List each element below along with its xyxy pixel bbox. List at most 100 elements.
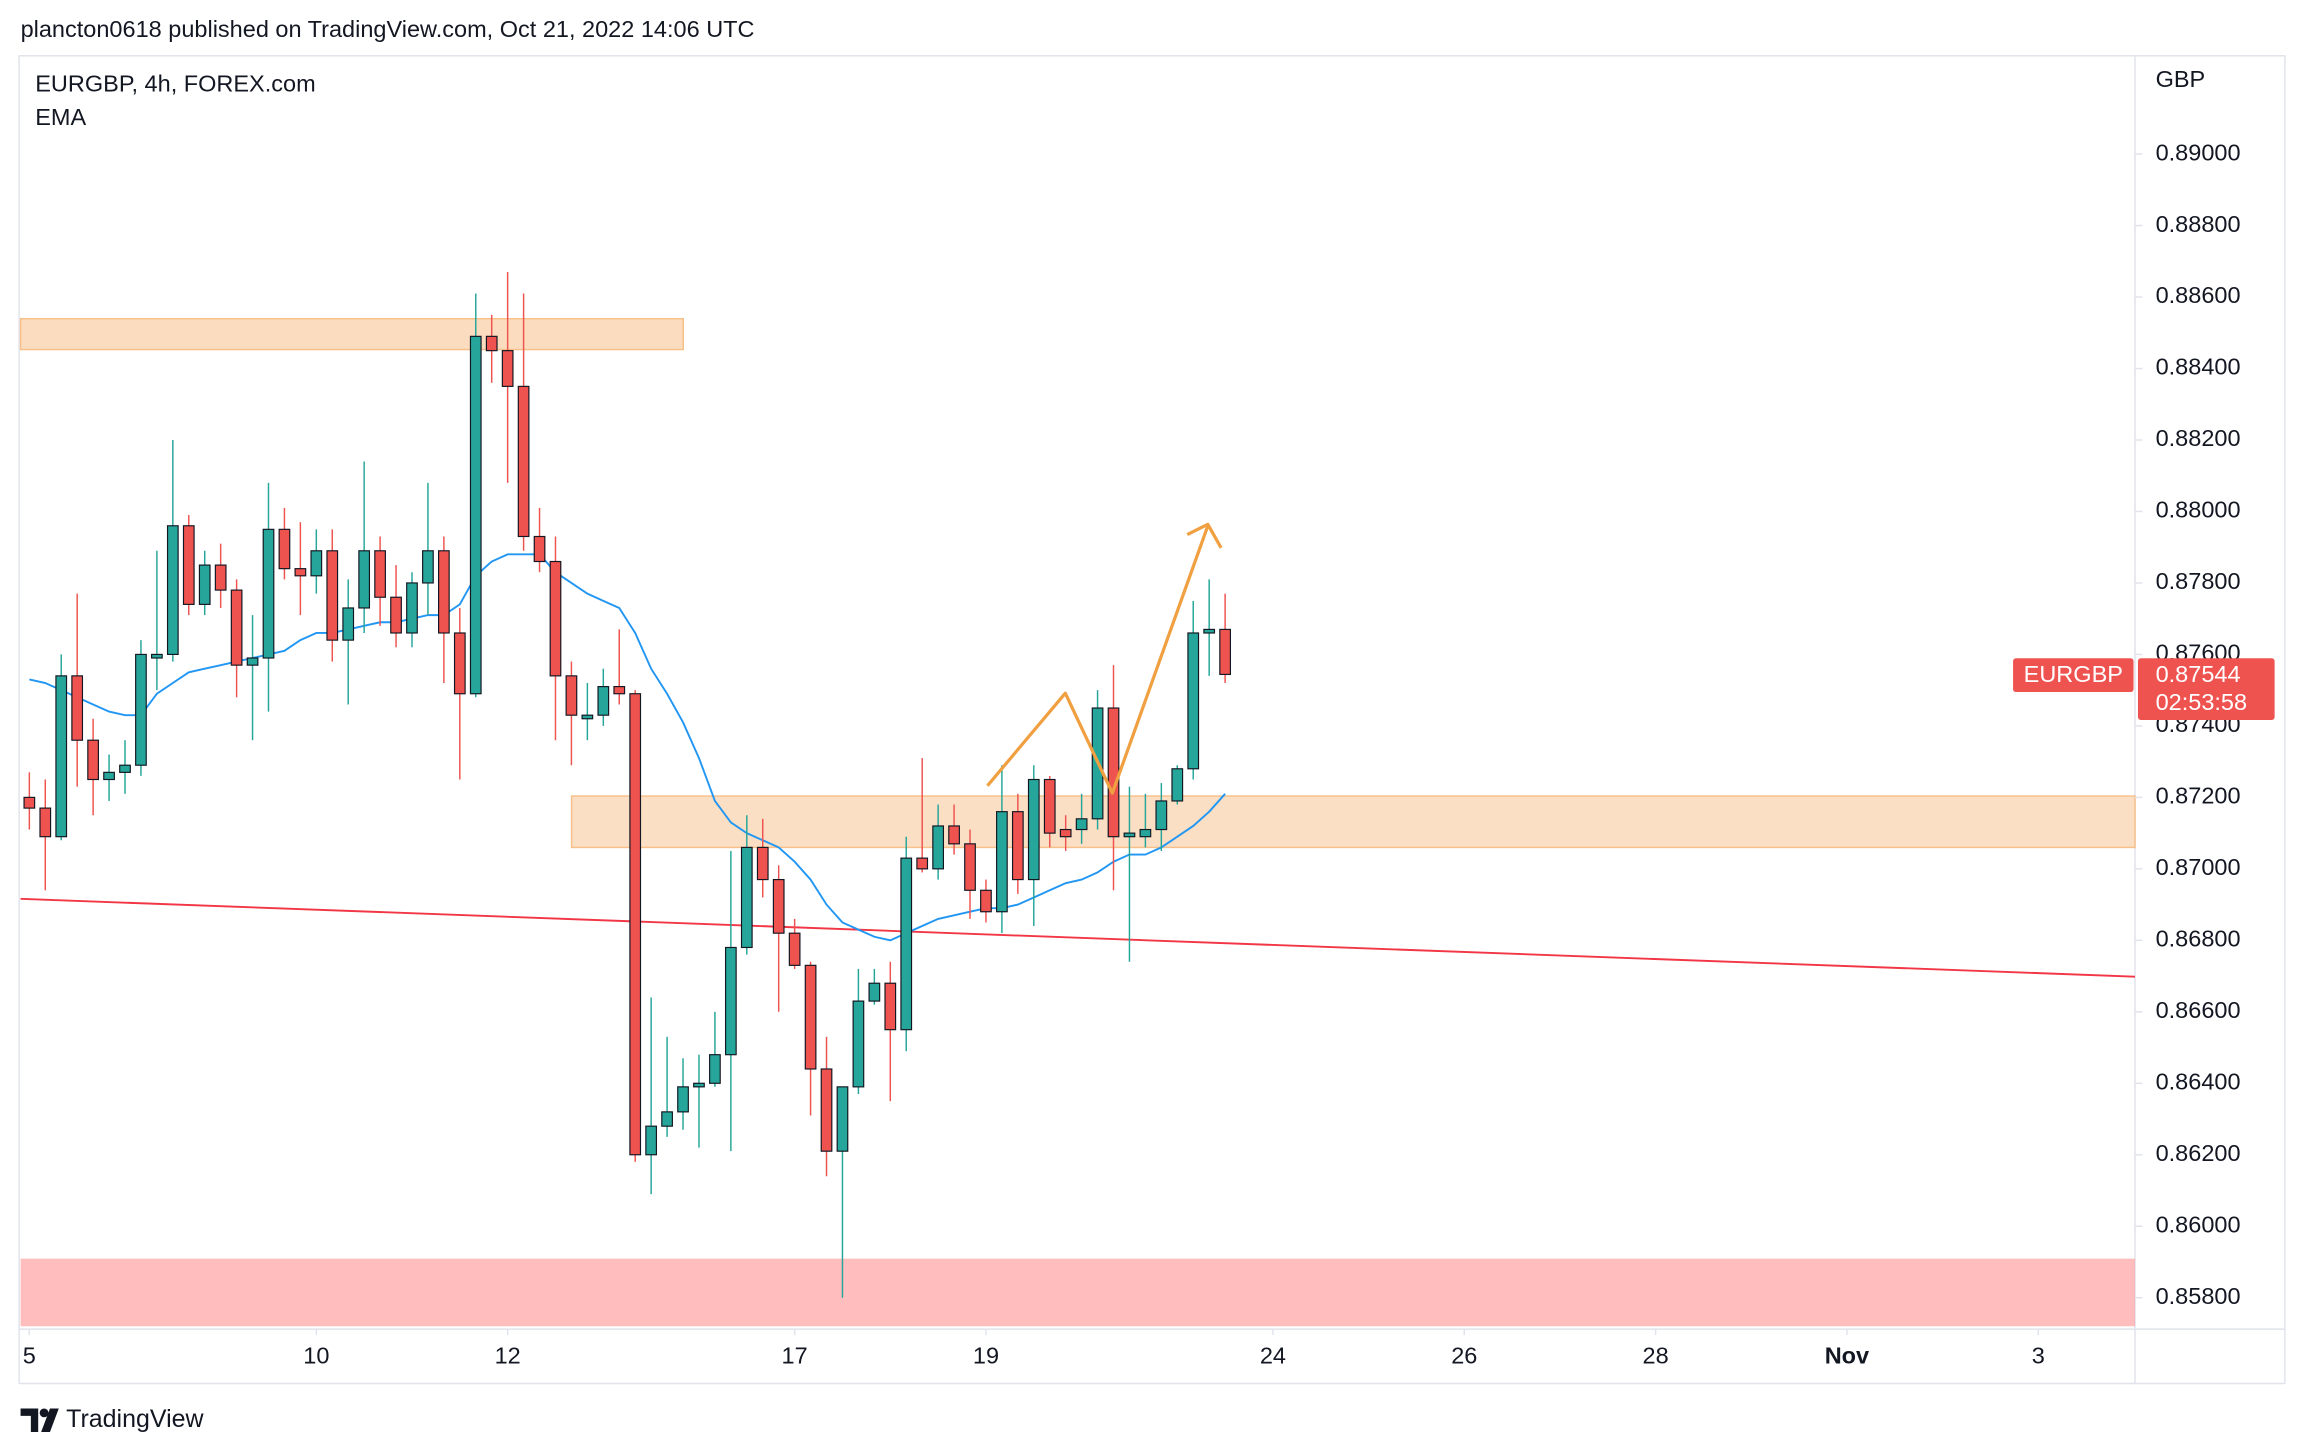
candle-body <box>103 771 115 781</box>
candle-body <box>71 675 84 741</box>
candle-body <box>980 889 992 913</box>
candle-body <box>1059 828 1072 838</box>
candle-body <box>87 739 99 781</box>
y-tick-label: 0.88600 <box>2156 282 2241 308</box>
y-tick-label: 0.86400 <box>2156 1068 2241 1094</box>
legend-indicator: EMA <box>35 104 86 130</box>
last-price: 0.87544 <box>2156 661 2241 687</box>
candle-body <box>1075 818 1088 831</box>
candle-body <box>900 857 913 1031</box>
candle-body <box>55 675 68 838</box>
candle-body <box>964 843 976 891</box>
candle-body <box>406 582 418 634</box>
candle-body <box>230 589 243 666</box>
y-tick-label: 0.87200 <box>2156 783 2241 809</box>
candle-body <box>1011 811 1024 881</box>
candle-body <box>39 807 52 838</box>
candle-body <box>629 693 642 1156</box>
y-tick-label: 0.89000 <box>2156 139 2241 165</box>
support-zone <box>570 795 2136 849</box>
y-tick-label: 0.85800 <box>2156 1283 2241 1309</box>
candle-body <box>246 657 259 666</box>
x-tick-label: 24 <box>1260 1342 1286 1368</box>
x-tick-label: 19 <box>973 1342 999 1368</box>
symbol-tag-box <box>2013 658 2134 693</box>
y-tick-label: 0.86800 <box>2156 926 2241 952</box>
candle-body <box>756 846 769 881</box>
candle-body <box>788 932 801 966</box>
candle-body <box>724 946 737 1056</box>
candle-body <box>1027 778 1040 881</box>
candle-body <box>836 1086 849 1152</box>
candle-body <box>868 982 881 1002</box>
candle-body <box>740 846 753 949</box>
candle-body <box>310 550 323 577</box>
legend-symbol: EURGBP, 4h, FOREX.com <box>35 70 315 96</box>
candle-body <box>581 714 594 720</box>
trend-line <box>20 897 2136 978</box>
candle-body <box>1123 832 1136 838</box>
candle-body <box>485 335 498 352</box>
candle-body <box>151 653 163 659</box>
candle-body <box>677 1086 689 1113</box>
y-tick-label: 0.86200 <box>2156 1140 2241 1166</box>
candle-body <box>932 825 945 870</box>
candle-body <box>613 686 626 695</box>
x-tick-label: 28 <box>1643 1342 1669 1368</box>
y-tick-label: 0.86000 <box>2156 1211 2241 1237</box>
logo-icon <box>20 1408 59 1432</box>
candle-body <box>358 550 371 609</box>
y-tick-label: 0.88200 <box>2156 425 2241 451</box>
candle-body <box>294 568 307 577</box>
candle-body <box>1187 632 1200 770</box>
candle-body <box>262 528 275 659</box>
candle-body <box>453 632 466 695</box>
y-tick-label: 0.88800 <box>2156 211 2241 237</box>
candle-body <box>820 1068 833 1152</box>
candle-body <box>1139 828 1152 838</box>
logo-dot <box>39 1408 49 1418</box>
x-tick-label: 17 <box>782 1342 808 1368</box>
candle-body <box>182 525 195 605</box>
candle-body <box>693 1082 705 1088</box>
candle-body <box>214 564 227 591</box>
ema-line <box>29 553 1226 942</box>
candle-body <box>709 1054 721 1084</box>
candle-body <box>422 550 434 584</box>
candle-body <box>517 385 530 538</box>
projection-arrow <box>986 525 1210 795</box>
candle-body <box>326 550 339 641</box>
candle-body <box>1043 778 1056 834</box>
x-tick-label: 12 <box>495 1342 521 1368</box>
x-tick-label: 10 <box>303 1342 329 1368</box>
candle-body <box>135 653 147 766</box>
candle-body <box>342 607 355 641</box>
candle-body <box>645 1125 658 1156</box>
candle-body <box>198 564 211 605</box>
candle-body <box>884 982 897 1031</box>
candle-body <box>437 550 450 634</box>
y-tick-label: 0.88400 <box>2156 354 2241 380</box>
candle-body <box>119 764 131 773</box>
candle-body <box>1155 800 1168 831</box>
price-tag-box <box>2137 658 2275 720</box>
candle-body <box>1171 768 1184 802</box>
candle-body <box>469 335 482 695</box>
candle-body <box>916 857 929 870</box>
x-tick-label: Nov <box>1825 1342 1869 1368</box>
candle-body <box>23 796 36 809</box>
currency-label: GBP <box>2156 66 2206 92</box>
candle-body <box>597 686 610 716</box>
resistance-zone <box>19 317 684 351</box>
candle-body <box>549 560 562 677</box>
candle-body <box>661 1111 673 1127</box>
y-tick-label: 0.87000 <box>2156 854 2241 880</box>
candle-body <box>390 596 402 634</box>
x-tick-label: 26 <box>1451 1342 1477 1368</box>
footer-text: TradingView <box>66 1405 204 1433</box>
candle-body <box>852 1000 865 1088</box>
plot-area <box>19 272 2136 1327</box>
